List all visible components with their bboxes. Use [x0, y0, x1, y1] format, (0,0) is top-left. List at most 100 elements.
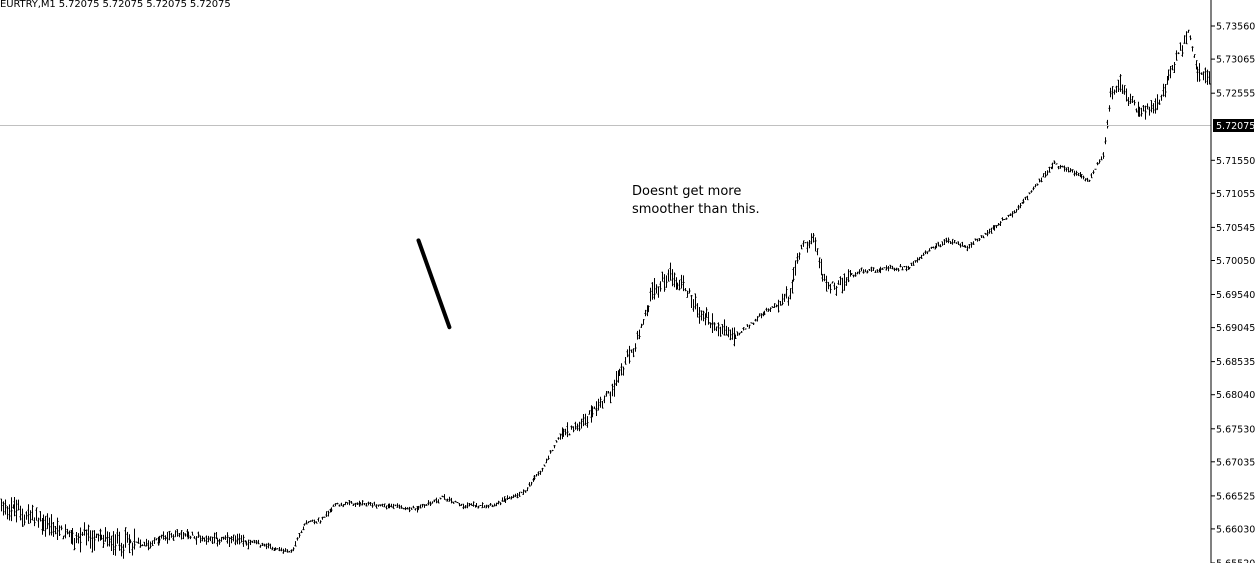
- ohlc-bar: [207, 535, 210, 543]
- ohlc-bar: [557, 437, 560, 440]
- ohlc-bar: [95, 533, 98, 538]
- ohlc-bar: [713, 322, 716, 331]
- ohlc-bar: [510, 496, 513, 500]
- ohlc-bar: [895, 267, 898, 271]
- ohlc-bar: [986, 230, 989, 237]
- ohlc-bar: [767, 308, 770, 312]
- ohlc-bar: [717, 322, 720, 337]
- ohlc-bar: [375, 504, 378, 509]
- ohlc-bar: [850, 273, 853, 275]
- ohlc-bar: [547, 455, 550, 460]
- ohlc-bar: [856, 271, 859, 275]
- ohlc-bar: [1111, 86, 1114, 100]
- ohlc-bar: [302, 526, 305, 531]
- ohlc-bar: [912, 261, 915, 266]
- ohlc-bar: [1148, 106, 1151, 116]
- ohlc-bar: [201, 535, 204, 542]
- ohlc-bar: [1017, 204, 1020, 210]
- ohlc-bar: [748, 324, 751, 329]
- ohlc-bar: [570, 425, 573, 430]
- ohlc-bar: [731, 327, 734, 340]
- ohlc-bar: [151, 540, 154, 546]
- ohlc-bar: [957, 241, 960, 245]
- ohlc-bar: [168, 530, 171, 541]
- ohlc-bar: [491, 504, 494, 508]
- ohlc-bar: [288, 550, 291, 553]
- ohlc-bar: [361, 500, 364, 506]
- ohlc-bar: [44, 515, 47, 537]
- annotation-line-2: smoother than this.: [632, 202, 760, 217]
- ohlc-bar: [392, 503, 395, 510]
- ohlc-bar: [775, 304, 778, 308]
- ohlc-bar: [408, 506, 411, 513]
- ohlc-bar: [493, 503, 496, 507]
- y-axis-tick-label: 5.65520: [1216, 559, 1255, 563]
- ohlc-bar: [1193, 54, 1196, 58]
- ohlc-bar: [930, 246, 933, 249]
- ohlc-bar: [804, 242, 807, 244]
- ohlc-bar: [1051, 162, 1054, 169]
- ohlc-bar: [966, 245, 969, 252]
- ohlc-bar: [269, 543, 272, 549]
- ohlc-bar: [785, 286, 788, 299]
- ohlc-bar: [499, 502, 502, 506]
- ohlc-bar: [682, 275, 685, 292]
- ohlc-bar: [742, 327, 745, 331]
- ohlc-bar: [35, 507, 38, 521]
- ohlc-bar: [935, 243, 938, 248]
- ohlc-bar: [549, 450, 552, 454]
- ohlc-bar: [336, 502, 339, 505]
- ohlc-bar: [539, 470, 542, 475]
- ohlc-bar: [746, 324, 749, 327]
- ohlc-bar: [497, 500, 500, 505]
- ohlc-bar: [1156, 94, 1159, 111]
- ohlc-bar: [242, 534, 245, 547]
- ohlc-bar: [81, 531, 84, 536]
- ohlc-bar: [419, 504, 422, 509]
- ohlc-bar: [274, 547, 277, 551]
- ohlc-bar: [663, 274, 666, 292]
- ohlc-bar: [1044, 171, 1047, 178]
- ohlc-bar: [495, 502, 498, 507]
- ohlc-bar: [887, 266, 890, 272]
- ohlc-bar: [37, 517, 40, 528]
- ohlc-bar: [816, 248, 819, 256]
- ohlc-bar: [383, 503, 386, 508]
- ohlc-bar: [443, 494, 446, 500]
- ohlc-bar: [358, 500, 361, 507]
- ohlc-bar: [205, 535, 208, 545]
- ohlc-bar: [118, 531, 121, 551]
- ohlc-bar: [222, 536, 225, 540]
- ohlc-bar: [825, 275, 828, 292]
- ohlc-bar: [889, 264, 892, 269]
- ohlc-bar: [891, 265, 894, 270]
- ohlc-bar: [908, 267, 911, 270]
- ohlc-bar: [808, 240, 811, 249]
- ohlc-bar: [941, 241, 944, 246]
- ohlc-bar: [1075, 170, 1078, 176]
- ohlc-bar: [914, 260, 917, 263]
- ohlc-bar: [64, 524, 67, 539]
- ohlc-bar: [27, 504, 30, 524]
- ohlc-bar: [39, 511, 42, 522]
- ohlc-bar: [305, 520, 308, 525]
- ohlc-bar: [176, 529, 179, 537]
- ohlc-bar: [1011, 211, 1014, 218]
- ohlc-bar: [116, 528, 119, 544]
- ohlc-bar: [42, 514, 45, 532]
- ohlc-bar: [1119, 74, 1122, 92]
- ohlc-bar: [1117, 79, 1120, 92]
- ohlc-bar: [1152, 103, 1155, 114]
- annotation-line-1: Doesnt get more: [632, 184, 742, 199]
- ohlc-bar: [841, 277, 844, 294]
- y-axis-tick-label: 5.66030: [1216, 524, 1255, 535]
- ohlc-bar: [1090, 173, 1093, 179]
- ohlc-bar: [1073, 170, 1076, 177]
- ohlc-bar: [4, 499, 7, 515]
- ohlc-bar: [454, 500, 457, 503]
- y-axis-tick-label: 5.69540: [1216, 290, 1255, 301]
- ohlc-bar: [802, 240, 805, 247]
- annotation-trend-line: [416, 238, 452, 330]
- ohlc-bar: [924, 250, 927, 255]
